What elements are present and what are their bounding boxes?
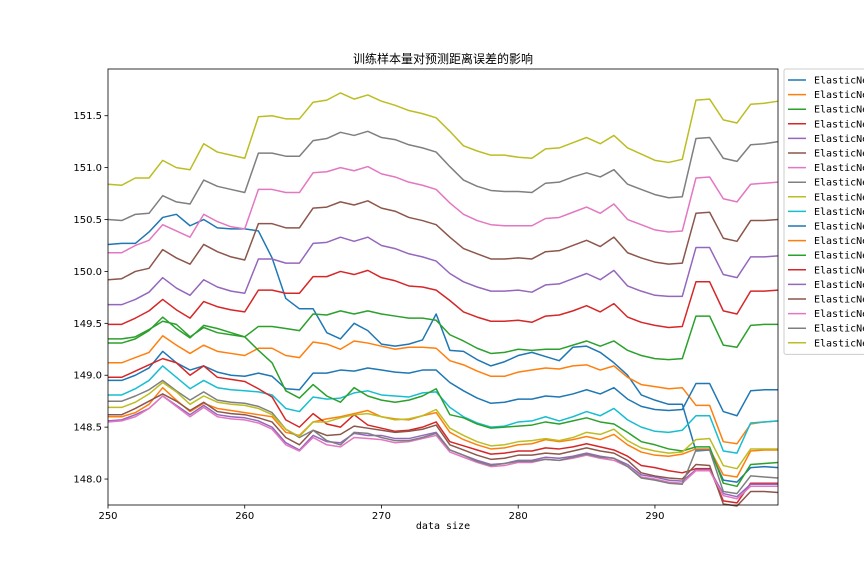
series-line-16 (108, 393, 779, 507)
series-line-5 (108, 236, 779, 306)
legend-label-5: ElasticNet (814, 134, 864, 145)
series-line-8 (107, 130, 779, 222)
y-tick-label: 149.0 (73, 371, 102, 382)
legend-label-12: ElasticNet (814, 236, 864, 247)
series-line-12 (108, 386, 778, 478)
x-tick-label: 290 (645, 511, 664, 522)
series-line-17 (107, 395, 778, 500)
legend-label-10: ElasticNet (814, 207, 864, 218)
legend-label-1: ElasticNet (814, 76, 864, 87)
series-line-14 (108, 357, 778, 504)
x-tick-label: 250 (98, 511, 117, 522)
chart-title: 训练样本量对预测距离误差的影响 (353, 51, 533, 66)
y-tick-label: 150.5 (73, 215, 102, 226)
legend-label-4: ElasticNet (814, 119, 864, 130)
series-line-7 (108, 165, 779, 254)
legend-label-16: ElasticNet (814, 295, 864, 306)
y-tick-label: 148.0 (73, 475, 102, 486)
legend-label-18: ElasticNet (814, 324, 864, 335)
legend-label-3: ElasticNet (814, 105, 864, 116)
series-line-13 (108, 320, 779, 488)
y-tick-label: 150.0 (73, 267, 102, 278)
series-line-9 (107, 92, 779, 187)
y-axis: 148.0 148.5 149.0 149.5 150.0 150.5 151.0 151.5 (73, 111, 108, 486)
legend-label-6: ElasticNet (814, 149, 864, 160)
series-line-4 (108, 269, 779, 329)
legend-box (783, 68, 864, 355)
series-line-6 (107, 200, 779, 281)
plot-lines (107, 92, 779, 507)
x-axis: 250 260 270 280 290 (98, 505, 664, 522)
series-line-18 (108, 379, 779, 495)
legend: ElasticNet ElasticNet ElasticNet ElasticNet… (783, 68, 864, 355)
legend-label-11: ElasticNet (814, 222, 864, 233)
x-tick-label: 260 (235, 511, 254, 522)
y-tick-label: 151.5 (73, 111, 102, 122)
y-tick-label: 151.0 (73, 163, 102, 174)
series-line-2 (108, 335, 779, 445)
legend-label-2: ElasticNet (814, 90, 864, 101)
legend-label-19: ElasticNet (814, 338, 864, 349)
x-tick-label: 270 (372, 511, 391, 522)
x-tick-label: 280 (509, 511, 528, 522)
legend-label-13: ElasticNet (814, 251, 864, 262)
legend-label-15: ElasticNet (814, 280, 864, 291)
legend-label-17: ElasticNet (814, 309, 864, 320)
series-line-10 (108, 365, 779, 454)
legend-label-9: ElasticNet (814, 192, 864, 203)
y-tick-label: 149.5 (73, 319, 102, 330)
legend-label-8: ElasticNet (814, 178, 864, 189)
plot-frame (107, 68, 779, 506)
series-line-3 (108, 310, 778, 361)
series-line-1 (107, 213, 779, 483)
series-line-19 (108, 381, 778, 470)
series-line-11 (108, 350, 778, 417)
legend-label-7: ElasticNet (814, 163, 864, 174)
legend-label-14: ElasticNet (814, 265, 864, 276)
x-axis-label: data size (416, 521, 470, 532)
y-tick-label: 148.5 (73, 423, 102, 434)
